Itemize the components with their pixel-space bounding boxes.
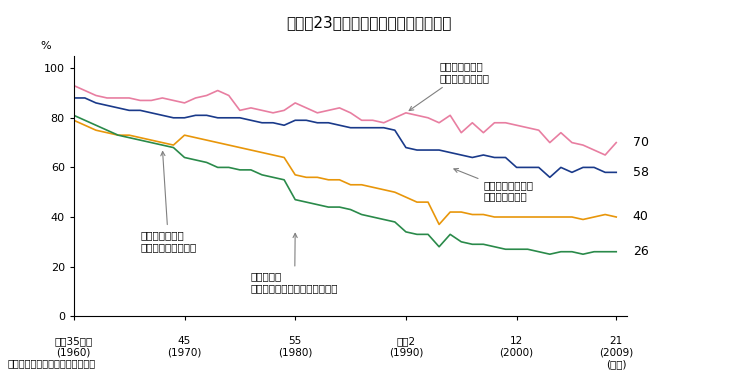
Text: 穀物自給率
（飼料用を含む。重量ベース）: 穀物自給率 （飼料用を含む。重量ベース） bbox=[251, 233, 339, 293]
Text: 21
(2009)
(概算): 21 (2009) (概算) bbox=[599, 336, 633, 369]
Text: 45
(1970): 45 (1970) bbox=[168, 336, 201, 357]
Text: 40: 40 bbox=[632, 211, 649, 224]
Text: 58: 58 bbox=[632, 166, 649, 179]
Text: 総合食料自給率
（生産額ベース）: 総合食料自給率 （生産額ベース） bbox=[409, 61, 489, 110]
Text: 総合食料自給率
（供給熱量ベース）: 総合食料自給率 （供給熱量ベース） bbox=[140, 151, 196, 252]
Text: 資料：農林水産省「食料需給表」: 資料：農林水産省「食料需給表」 bbox=[7, 358, 95, 368]
Text: 平成2
(1990): 平成2 (1990) bbox=[389, 336, 423, 357]
Text: 昭和35年度
(1960): 昭和35年度 (1960) bbox=[55, 336, 93, 357]
Text: 55
(1980): 55 (1980) bbox=[278, 336, 312, 357]
Text: 図１－23　我が国の食料自給率の推移: 図１－23 我が国の食料自給率の推移 bbox=[286, 15, 452, 30]
Text: 26: 26 bbox=[632, 245, 649, 258]
Text: 12
(2000): 12 (2000) bbox=[500, 336, 534, 357]
Text: 主食用穀物自給率
（重量ベース）: 主食用穀物自給率 （重量ベース） bbox=[454, 169, 534, 201]
Text: 70: 70 bbox=[632, 136, 649, 149]
Text: %: % bbox=[41, 41, 51, 51]
